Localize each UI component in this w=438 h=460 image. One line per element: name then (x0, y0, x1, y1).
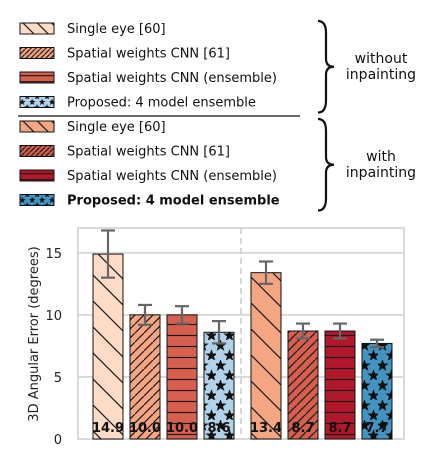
error-bar (333, 322, 347, 340)
error-bar (296, 322, 310, 340)
group-name-label: without (355, 51, 408, 67)
y-axis-label: 3D Angular Error (degrees) (27, 246, 42, 421)
legend-entry-label: Spatial weights CNN (ensemble) (67, 169, 277, 184)
bar (361, 342, 393, 440)
legend-entry-label: Spatial weights CNN [61] (67, 145, 230, 160)
y-tick-label: 0 (54, 433, 62, 448)
legend-swatch (19, 22, 55, 35)
group-brace (317, 117, 335, 212)
legend-swatch (19, 194, 55, 206)
legend-entry-label: Single eye [60] (67, 22, 166, 37)
bar-value-label: 14.9 (92, 421, 124, 436)
bar-value-label: 10.0 (166, 421, 198, 436)
legend-swatch (19, 47, 55, 59)
group-name-label: inpainting (346, 165, 416, 181)
y-tick-label: 5 (54, 371, 62, 386)
legend-entry-label: Proposed: 4 model ensemble (67, 194, 280, 209)
legend-entry-label: Proposed: 4 model ensemble (67, 96, 256, 111)
error-bars (101, 229, 384, 349)
legend-swatch (19, 71, 55, 84)
legend-entry-label: Spatial weights CNN [61] (67, 47, 230, 62)
bar (92, 253, 124, 440)
group-name-label: with (366, 149, 396, 165)
group-name-label: inpainting (346, 67, 416, 83)
y-tick-label: 15 (45, 247, 62, 262)
bar-value-label: 7.7 (365, 421, 388, 436)
plot-area: 14.9 10.0 10.0 8.6 13.4 8.7 8.7 7.7 0 5 10 15 3D A… (27, 227, 405, 448)
bar (287, 330, 319, 440)
bar-value-label: 8.7 (291, 421, 314, 436)
bar (324, 330, 356, 440)
legend-entry-label: Spatial weights CNN (ensemble) (67, 71, 277, 86)
legend-entry-label: Single eye [60] (67, 120, 166, 135)
error-bar (175, 305, 189, 325)
bar (250, 272, 282, 440)
legend-swatch (19, 96, 55, 108)
bar-value-label: 10.0 (129, 421, 161, 436)
legend: Single eye [60] Spatial weights CNN [61] S… (18, 19, 416, 212)
legend-swatch (19, 169, 55, 182)
bar-value-label: 13.4 (250, 421, 282, 436)
error-bar (101, 229, 115, 279)
bars (92, 253, 393, 440)
legend-swatch (19, 120, 55, 133)
error-bar (259, 260, 273, 285)
y-tick-labels: 0 5 10 15 (45, 247, 62, 448)
y-tick-label: 10 (45, 309, 62, 324)
error-bar (212, 319, 226, 345)
error-bar (138, 303, 152, 326)
legend-swatch (19, 145, 55, 157)
error-bar (370, 338, 384, 349)
data-labels: 14.9 10.0 10.0 8.6 13.4 8.7 8.7 7.7 (92, 421, 389, 436)
group-brace (317, 19, 335, 114)
bar-value-label: 8.6 (207, 421, 230, 436)
bar-value-label: 8.7 (328, 421, 351, 436)
